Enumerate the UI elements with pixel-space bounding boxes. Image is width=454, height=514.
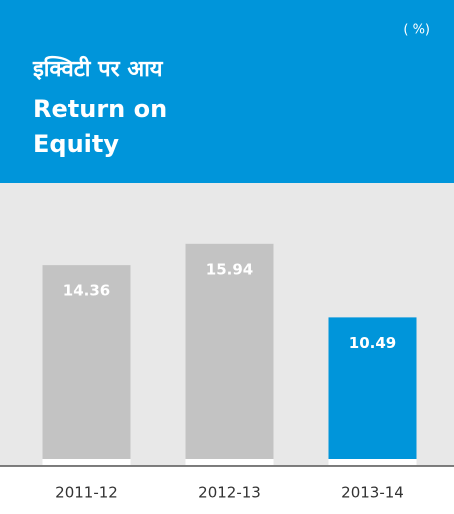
x-tick-label: 2011-12 (55, 484, 118, 502)
value-label: 14.36 (63, 282, 110, 300)
chart-title: Return on (33, 95, 167, 123)
chart-title: Equity (33, 130, 119, 158)
bar-foot (185, 459, 274, 465)
value-label: 10.49 (349, 334, 396, 352)
bar (42, 265, 131, 459)
unit-label: ( %) (403, 23, 430, 38)
chart-title-hindi: इक्विटी पर आय (32, 55, 164, 82)
header-panel (0, 0, 454, 183)
x-tick-label: 2013-14 (341, 484, 404, 502)
value-label: 15.94 (206, 260, 253, 278)
x-tick-label: 2012-13 (198, 484, 261, 502)
bar (185, 243, 274, 459)
bar (328, 317, 417, 459)
bar-foot (42, 459, 131, 465)
bar-foot (328, 459, 417, 465)
